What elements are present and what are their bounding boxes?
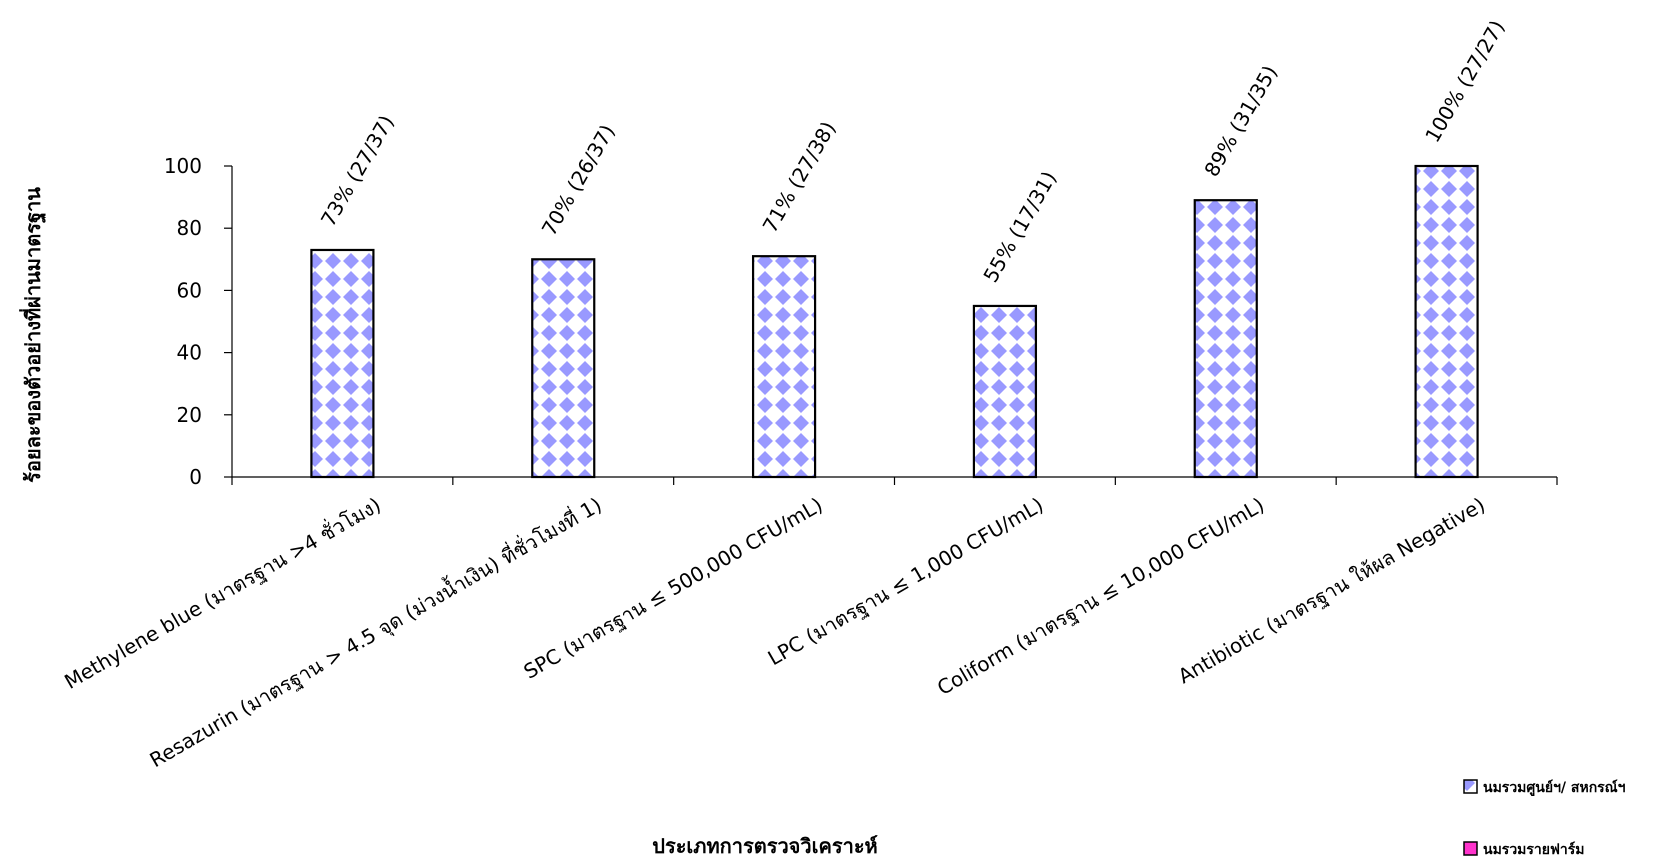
y-tick-label: 0: [189, 465, 202, 489]
data-label: 70% (26/37): [537, 120, 620, 239]
data-label: 89% (31/35): [1199, 61, 1282, 180]
data-label: 100% (27/27): [1420, 16, 1509, 146]
y-tick-label: 100: [164, 154, 202, 178]
y-tick-label: 40: [177, 341, 202, 365]
y-tick-label: 20: [177, 403, 202, 427]
y-tick-label: 80: [177, 216, 202, 240]
legend-label-series-2: นมรวมรายฟาร์ม: [1483, 841, 1585, 858]
bar: [972, 304, 1038, 479]
bar: [751, 255, 817, 479]
legend-item-series-1: นมรวมศูนย์ฯ/ สหกรณ์ฯ: [1463, 779, 1626, 796]
data-label: 55% (17/31): [978, 167, 1061, 286]
x-axis-title: ประเภทการตรวจวิเคราะห์: [652, 834, 878, 858]
legend-swatch-series-2: [1463, 841, 1478, 856]
x-tick-label: Resazurin (มาตรฐาน > 4.5 จุด (ม่วงน้ำเงิ…: [144, 491, 606, 773]
legend-item-series-2: นมรวมรายฟาร์ม: [1463, 841, 1585, 858]
legend-swatch-series-1: [1463, 779, 1478, 794]
legend: นมรวมศูนย์ฯ/ สหกรณ์ฯ นมรวมรายฟาร์ม: [1463, 779, 1626, 858]
bar: [531, 258, 596, 479]
y-tick-label: 60: [177, 278, 202, 302]
legend-label-series-1: นมรวมศูนย์ฯ/ สหกรณ์ฯ: [1483, 779, 1626, 796]
bar: [310, 248, 375, 479]
data-label: 73% (27/37): [316, 111, 399, 230]
bar: [1193, 199, 1258, 479]
y-axis-title: ร้อยละของตัวอย่างที่ผ่านมาตรฐาน: [18, 187, 47, 483]
bar: [1414, 164, 1479, 479]
data-label: 71% (27/38): [758, 117, 841, 236]
